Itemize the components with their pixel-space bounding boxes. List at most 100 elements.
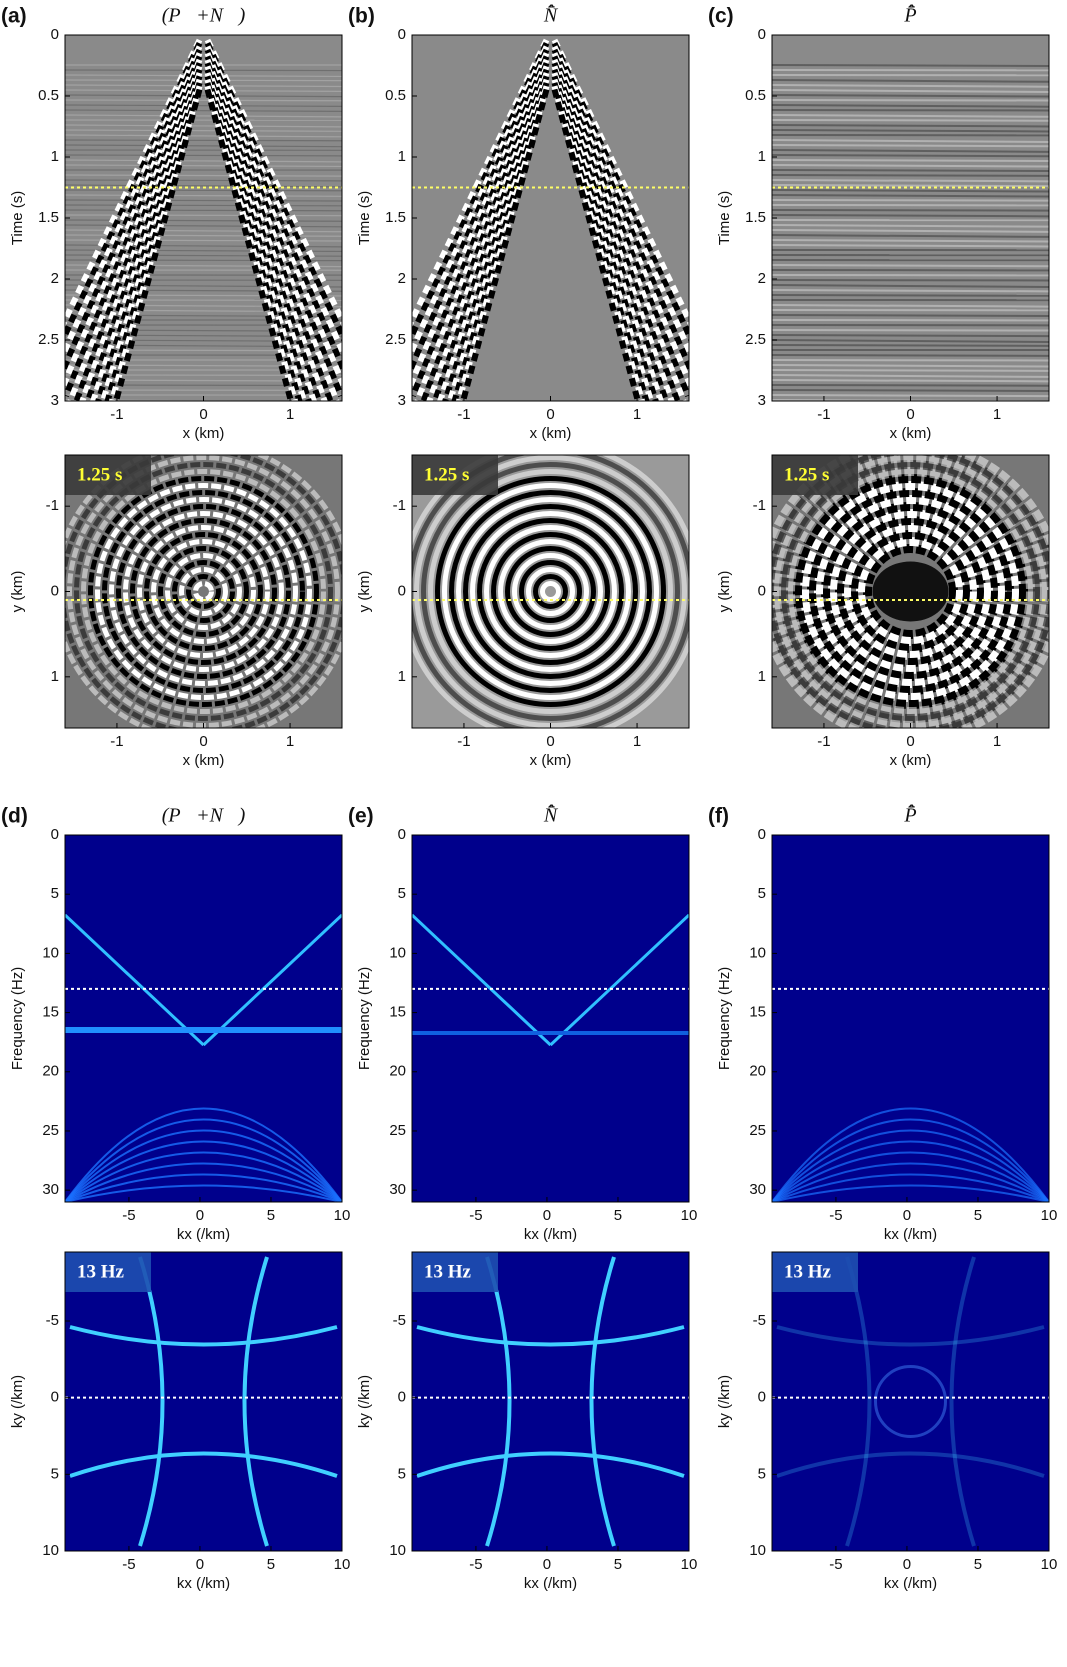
texture — [65, 174, 342, 177]
texture — [498, 539, 603, 644]
panel: 1.25 s -1 0 1 -1 0 1 x (km) y (km) — [9, 454, 343, 769]
texture — [772, 339, 1049, 343]
texture — [65, 99, 342, 102]
y-tick-label: 0 — [51, 26, 59, 43]
texture — [772, 209, 1049, 212]
y-tick-label: 3 — [51, 392, 59, 409]
texture — [772, 79, 1049, 83]
image-background — [772, 1252, 1049, 1551]
x-tick-label: 5 — [974, 1556, 982, 1573]
texture — [772, 159, 1049, 162]
x-axis-label: x (km) — [530, 752, 572, 769]
y-tick-label: 5 — [398, 1465, 406, 1482]
texture — [130, 518, 277, 665]
x-tick-label: -5 — [469, 1207, 482, 1224]
y-tick-label: 10 — [749, 944, 766, 961]
x-tick-label: 0 — [196, 1556, 204, 1573]
y-tick-label: 0 — [398, 1389, 406, 1406]
panel: 13 Hz -5 0 5 10 -5 0 5 10 kx (/km) ky (/km) — [356, 1251, 697, 1592]
texture — [814, 495, 1007, 688]
y-tick-label: 1.5 — [745, 209, 766, 226]
x-tick-label: -1 — [110, 406, 123, 423]
texture — [456, 497, 645, 686]
texture — [65, 74, 342, 78]
texture — [416, 1451, 685, 1478]
panel-label: (b) — [348, 5, 375, 28]
y-tick-label: 1 — [758, 148, 766, 165]
y-tick-label: 15 — [749, 1004, 766, 1021]
x-tick-label: 1 — [286, 406, 294, 423]
texture — [772, 294, 1049, 297]
texture — [772, 284, 1049, 288]
texture — [772, 119, 1049, 122]
y-tick-label: 2.5 — [38, 331, 59, 348]
x-tick-label: -5 — [829, 1207, 842, 1224]
texture — [772, 199, 1049, 202]
texture — [65, 179, 342, 182]
texture — [821, 502, 1000, 681]
panel-title: (P⃗+N⃗) — [162, 5, 246, 27]
y-tick-label: 5 — [398, 885, 406, 902]
texture — [65, 1184, 342, 1202]
x-tick-label: 10 — [334, 1207, 351, 1224]
plot-frame — [411, 834, 690, 1203]
texture — [65, 1173, 342, 1202]
texture — [65, 55, 203, 398]
texture — [776, 1325, 1045, 1347]
x-tick-label: 10 — [1041, 1556, 1058, 1573]
x-tick-label: 10 — [681, 1207, 698, 1224]
y-axis-label: Frequency (Hz) — [9, 967, 26, 1070]
texture — [772, 389, 1049, 392]
x-tick-label: 1 — [286, 733, 294, 750]
y-tick-label: 0.5 — [38, 87, 59, 104]
texture — [842, 523, 979, 660]
texture — [772, 329, 1049, 332]
texture — [204, 68, 323, 401]
y-tick-label: 30 — [749, 1181, 766, 1198]
texture — [772, 94, 1049, 98]
x-tick-label: 0 — [546, 733, 554, 750]
texture — [491, 532, 610, 651]
x-axis-label: kx (/km) — [884, 1575, 937, 1592]
texture — [772, 139, 1049, 143]
texture — [772, 1162, 1049, 1202]
texture — [65, 84, 342, 88]
image-background — [772, 835, 1049, 1202]
x-tick-label: 1 — [633, 406, 641, 423]
texture — [428, 469, 673, 714]
texture — [849, 530, 972, 653]
image — [772, 835, 1049, 1202]
y-tick-label: 2.5 — [745, 331, 766, 348]
image — [65, 1252, 342, 1551]
texture — [772, 124, 1049, 128]
annotation: 13 Hz — [424, 1261, 472, 1282]
texture — [65, 204, 342, 207]
texture — [800, 481, 1021, 702]
texture — [65, 244, 342, 248]
x-tick-label: -1 — [457, 406, 470, 423]
texture — [484, 525, 617, 658]
texture — [65, 224, 342, 228]
texture — [772, 194, 1049, 198]
x-tick-label: 5 — [614, 1556, 622, 1573]
texture — [65, 164, 342, 168]
texture — [856, 537, 965, 646]
y-tick-label: 10 — [389, 1542, 406, 1559]
image — [772, 1252, 1049, 1551]
texture — [589, 1256, 616, 1547]
texture — [65, 1151, 342, 1202]
texture — [786, 467, 1035, 716]
image-background — [412, 1252, 689, 1551]
panel: -1 0 1 0 0.5 1 1.5 2 2.5 3 x (km) Time (s) (b) N̂̄ — [348, 3, 690, 442]
texture — [113, 88, 203, 401]
texture — [204, 55, 342, 398]
y-tick-label: 1 — [51, 148, 59, 165]
texture — [772, 104, 1049, 108]
image — [772, 455, 1049, 728]
texture — [69, 1451, 338, 1478]
texture — [65, 209, 342, 212]
x-axis-label: x (km) — [890, 425, 932, 442]
texture — [772, 84, 1049, 88]
texture — [65, 159, 342, 163]
texture — [772, 369, 1049, 372]
